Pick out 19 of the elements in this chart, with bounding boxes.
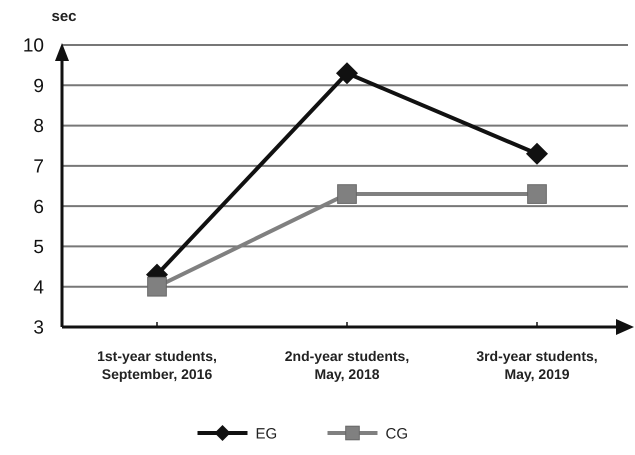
y-tick-label: 7 (33, 156, 44, 178)
x-tick-label: 3rd-year students, May, 2019 (476, 348, 598, 382)
x-tick-label: 2nd-year students, May, 2018 (284, 348, 410, 382)
y-tick-label: 8 (33, 116, 44, 138)
y-axis-title: sec (51, 8, 77, 25)
point (337, 184, 357, 204)
point (147, 276, 167, 297)
y-tick-label: 10 (22, 36, 44, 57)
legend-label: EG (256, 425, 278, 442)
legend-label: CG (386, 425, 408, 442)
y-tick-label: 4 (33, 277, 44, 298)
y-tick-label: 6 (33, 196, 44, 218)
x-tick-label: 1st-year students, September, 2016 (97, 348, 217, 382)
y-tick-label: 3 (33, 318, 44, 339)
point (527, 184, 547, 204)
y-tick-label: 5 (33, 237, 44, 258)
point (526, 142, 548, 165)
point (336, 62, 358, 84)
y-tick-label: 9 (33, 76, 44, 97)
